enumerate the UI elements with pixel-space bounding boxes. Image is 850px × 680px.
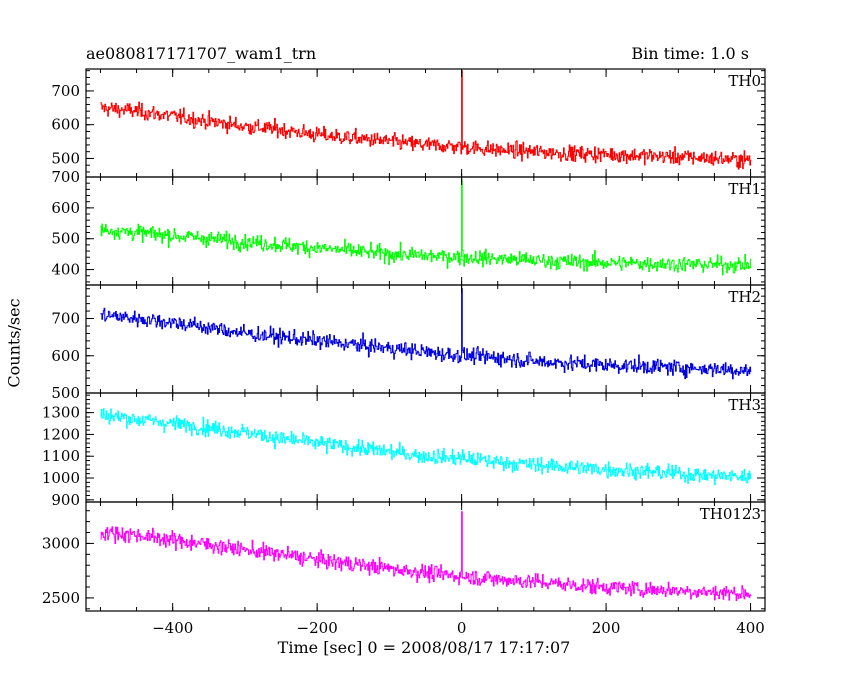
panel-frame-th0123 bbox=[85, 501, 766, 612]
ytick-label-th0123-3000: 3000 bbox=[42, 534, 80, 552]
ytick-label-th1-600: 600 bbox=[51, 199, 80, 217]
ytick-label-th1-700: 700 bbox=[51, 168, 80, 186]
ytick-label-th3-1300: 1300 bbox=[42, 404, 80, 422]
panel-frame-th1 bbox=[85, 176, 766, 286]
bin-time-label: Bin time: 1.0 s bbox=[631, 44, 749, 63]
panel-label-th1: TH1 bbox=[728, 180, 761, 198]
ytick-label-th3-900: 900 bbox=[51, 491, 80, 509]
x-axis-label: Time [sec] 0 = 2008/08/17 17:17:07 bbox=[277, 638, 571, 657]
ytick-label-th0-700: 700 bbox=[51, 82, 80, 100]
ytick-label-th0-600: 600 bbox=[51, 116, 80, 134]
series-th3 bbox=[100, 408, 752, 486]
series-th2 bbox=[100, 288, 752, 380]
ytick-label-th2-500: 500 bbox=[51, 384, 80, 402]
ytick-label-th3-1100: 1100 bbox=[42, 447, 80, 465]
series-th0123 bbox=[100, 511, 752, 602]
xtick-label--400: −400 bbox=[152, 619, 193, 637]
panel-frame-th3 bbox=[85, 392, 766, 503]
ytick-label-th2-600: 600 bbox=[51, 347, 80, 365]
panel-label-th0123: TH0123 bbox=[700, 505, 761, 523]
xtick-label-0: 0 bbox=[457, 619, 467, 637]
ytick-label-th0123-2500: 2500 bbox=[42, 589, 80, 607]
panel-label-th2: TH2 bbox=[728, 288, 761, 306]
ytick-label-th3-1200: 1200 bbox=[42, 425, 80, 443]
ytick-label-th1-400: 400 bbox=[51, 261, 80, 279]
panel-label-th0: TH0 bbox=[728, 72, 761, 90]
chart-title: ae080817171707_wam1_trn bbox=[86, 44, 317, 63]
ytick-label-th3-1000: 1000 bbox=[42, 469, 80, 487]
panel-label-th3: TH3 bbox=[728, 396, 761, 414]
ytick-label-th0-500: 500 bbox=[51, 149, 80, 167]
y-axis-label: Counts/sec bbox=[4, 298, 24, 388]
xtick-label-200: 200 bbox=[592, 619, 621, 637]
series-th1 bbox=[100, 179, 752, 276]
xtick-label--200: −200 bbox=[297, 619, 338, 637]
panel-frame-th2 bbox=[85, 284, 766, 394]
xtick-label-400: 400 bbox=[736, 619, 765, 637]
ytick-label-th1-500: 500 bbox=[51, 230, 80, 248]
series-th0 bbox=[100, 70, 752, 170]
ytick-label-th2-700: 700 bbox=[51, 310, 80, 328]
